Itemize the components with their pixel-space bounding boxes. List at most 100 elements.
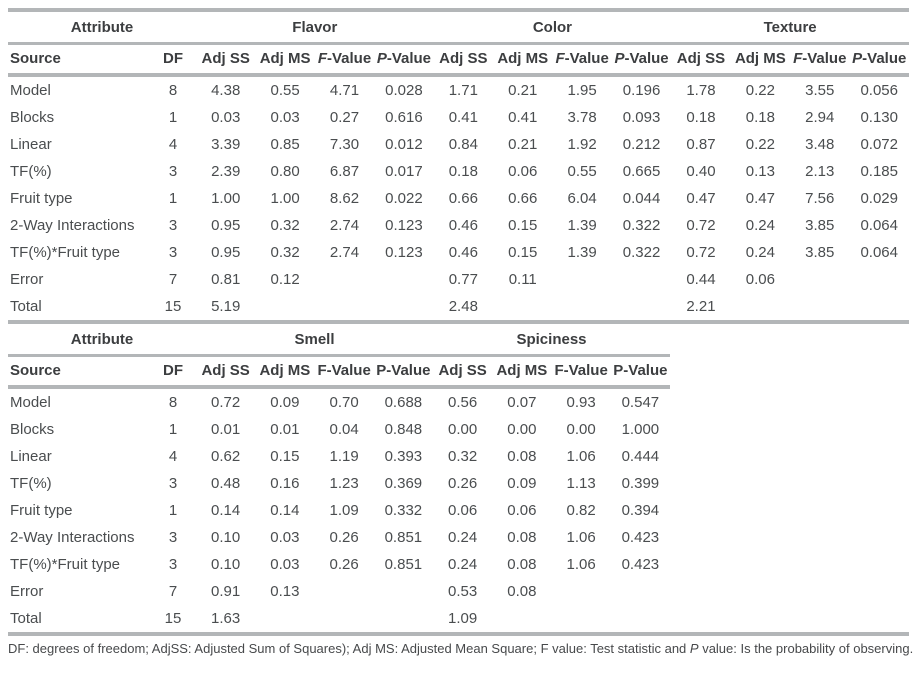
- value-cell: 1: [168, 109, 178, 126]
- value-cell: 0.72: [686, 217, 716, 234]
- value-cell: 0.028: [385, 82, 423, 99]
- value-cell: 1.06: [566, 556, 596, 573]
- source-cell: 2-Way Interactions: [10, 217, 135, 234]
- value-cell: 3: [168, 244, 178, 261]
- table-row: TF(%) 3 0.48 0.16 1.23 0.369 0.26 0.09 1.13 0.399: [8, 470, 670, 497]
- value-cell: 0.369: [384, 475, 423, 492]
- value-cell: 0.46: [448, 217, 478, 234]
- value-cell: 8: [168, 394, 178, 411]
- value-cell: 0.03: [270, 109, 300, 126]
- value-cell: [374, 266, 433, 293]
- column-header-cell: DF: [150, 355, 196, 389]
- column-header-cell: Adj SS: [433, 43, 494, 77]
- value-cell: 0.24: [745, 217, 775, 234]
- value-cell: 0.66: [448, 190, 478, 207]
- value-cell: 1.63: [211, 610, 241, 627]
- value-cell: 2.74: [329, 217, 360, 234]
- column-header-cell: P-Value: [849, 43, 909, 77]
- value-cell: 4.71: [329, 82, 360, 99]
- column-header-cell: P-Value: [610, 355, 670, 389]
- value-cell: 0.848: [384, 421, 423, 438]
- value-cell: 0.55: [567, 163, 597, 180]
- column-header-cell: F-Value: [314, 355, 374, 389]
- value-cell: 1.39: [567, 244, 597, 261]
- value-cell: 0.08: [507, 529, 537, 546]
- value-cell: 3.78: [567, 109, 597, 126]
- value-cell: [731, 293, 790, 320]
- value-cell: [315, 293, 374, 320]
- value-cell: 0.444: [621, 448, 660, 465]
- value-cell: 0.18: [448, 163, 478, 180]
- column-header-cell: Source: [8, 355, 150, 389]
- source-cell: Error: [10, 583, 44, 600]
- value-cell: 0.24: [448, 529, 478, 546]
- column-header-row: Source DF Adj SS Adj MS F-Value P-Value Adj SS…: [8, 355, 670, 389]
- column-header-cell: DF: [150, 43, 196, 77]
- value-cell: 3.85: [805, 217, 835, 234]
- source-cell: Error: [10, 271, 44, 288]
- column-header-cell: F-Value: [552, 43, 612, 77]
- value-cell: 0.56: [448, 394, 478, 411]
- source-cell: Blocks: [10, 109, 55, 126]
- value-cell: 0.851: [384, 529, 423, 546]
- column-header-cell: P-Value: [611, 43, 672, 77]
- source-cell: Model: [10, 394, 51, 411]
- column-header-row: Source DF Adj SS Adj MS F-Value P-Value Adj SS…: [8, 43, 909, 77]
- value-cell: 0.21: [508, 82, 538, 99]
- value-cell: 15: [164, 298, 182, 315]
- page: Attribute Flavor Color Texture Source DF Adj …: [8, 8, 914, 656]
- column-header-cell: Adj MS: [492, 355, 552, 389]
- value-cell: [315, 266, 374, 293]
- value-cell: 0.01: [211, 421, 241, 438]
- value-cell: 0.08: [507, 448, 537, 465]
- value-cell: [849, 266, 909, 293]
- value-cell: 0.26: [329, 529, 359, 546]
- group-header-cell: Color: [433, 8, 672, 45]
- value-cell: 0.32: [270, 217, 300, 234]
- value-cell: [552, 578, 611, 605]
- value-cell: 0.322: [622, 244, 661, 261]
- footnote-segment: value: Is the probability of observing.: [698, 641, 914, 656]
- value-cell: 0.851: [384, 556, 423, 573]
- value-cell: 6.87: [329, 163, 360, 180]
- table-row: Fruit type 1 0.14 0.14 1.09 0.332 0.06 0.06 0.82…: [8, 497, 670, 524]
- table-row: Total 15 1.63 1.09: [8, 605, 670, 632]
- value-cell: 3.55: [805, 82, 835, 99]
- table-row: Error 7 0.81 0.12 0.77 0.11 0.44 0.06: [8, 266, 909, 293]
- value-cell: 3.48: [805, 136, 835, 153]
- value-cell: 1.00: [270, 190, 300, 207]
- value-cell: 6.04: [567, 190, 597, 207]
- value-cell: 0.00: [448, 421, 478, 438]
- value-cell: 0.91: [211, 583, 241, 600]
- value-cell: [552, 293, 611, 320]
- column-header-cell: F-Value: [314, 43, 375, 77]
- table-row: TF(%)*Fruit type 3 0.95 0.32 2.74 0.123 0.46 0.…: [8, 239, 909, 266]
- value-cell: 0.185: [860, 163, 898, 180]
- value-cell: 0.14: [270, 502, 300, 519]
- column-header-cell: Adj SS: [196, 355, 256, 389]
- value-cell: 3: [168, 475, 178, 492]
- table-header: Attribute Flavor Color Texture Source DF Adj …: [8, 8, 909, 77]
- value-cell: 0.03: [270, 529, 300, 546]
- value-cell: 1.78: [686, 82, 716, 99]
- value-cell: [255, 293, 314, 320]
- value-cell: 0.22: [745, 136, 775, 153]
- group-header-cell: Texture: [671, 8, 909, 45]
- source-cell: Total: [10, 610, 42, 627]
- source-cell: Linear: [10, 448, 52, 465]
- value-cell: 0.022: [385, 190, 423, 207]
- column-header-cell: P-Value: [373, 355, 433, 389]
- value-cell: 0.15: [508, 244, 538, 261]
- value-cell: 0.00: [566, 421, 596, 438]
- value-cell: 5.19: [211, 298, 241, 315]
- source-cell: Linear: [10, 136, 52, 153]
- value-cell: [612, 266, 671, 293]
- table-row: TF(%) 3 2.39 0.80 6.87 0.017 0.18 0.06 0.55 0.665…: [8, 158, 909, 185]
- value-cell: 0.22: [745, 82, 775, 99]
- column-header-cell: F-Value: [790, 43, 850, 77]
- value-cell: [315, 578, 374, 605]
- source-cell: 2-Way Interactions: [10, 529, 135, 546]
- group-header-cell: Spiciness: [433, 324, 670, 357]
- value-cell: [790, 293, 849, 320]
- table-row: Model 8 4.38 0.55 4.71 0.028 1.71 0.21 1.95 0.196…: [8, 75, 909, 104]
